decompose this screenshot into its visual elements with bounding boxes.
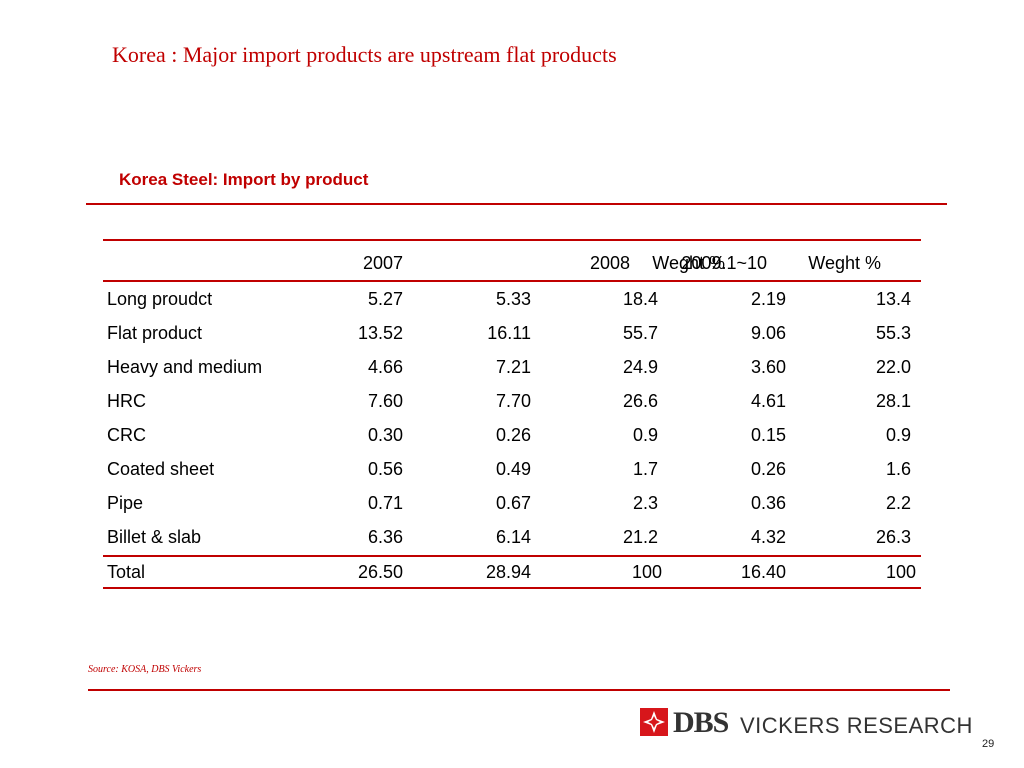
value-2009: 9.06 bbox=[750, 323, 786, 343]
value-2007: 4.66 bbox=[367, 357, 403, 377]
value-2008: 0.26 bbox=[495, 425, 531, 445]
header-2007: 2007 bbox=[362, 253, 403, 273]
row-label: HRC bbox=[107, 391, 146, 411]
value-2008: 7.21 bbox=[495, 357, 531, 377]
weight-2008: 0.9 bbox=[632, 425, 658, 445]
value-2008: 5.33 bbox=[495, 289, 531, 309]
source-note: Source: KOSA, DBS Vickers bbox=[88, 664, 202, 675]
total-weight-2009: 100 bbox=[885, 562, 916, 582]
total-weight-2008: 100 bbox=[631, 562, 662, 582]
value-2009: 0.15 bbox=[750, 425, 786, 445]
weight-2008: 1.7 bbox=[632, 459, 658, 479]
row-label: Pipe bbox=[107, 493, 144, 513]
row-label: Long proudct bbox=[107, 289, 213, 309]
table-row: Pipe 0.71 0.67 2.3 0.36 2.2 bbox=[103, 486, 921, 520]
row-label: Billet & slab bbox=[107, 527, 202, 547]
weight-2009: 0.9 bbox=[885, 425, 911, 445]
logo-tagline: VICKERS RESEARCH bbox=[740, 713, 973, 738]
dbs-star-icon bbox=[640, 708, 668, 736]
table-row: HRC 7.60 7.70 26.6 4.61 28.1 bbox=[103, 384, 921, 418]
value-2009: 0.36 bbox=[750, 493, 786, 513]
header-weight-2008: Weght % bbox=[652, 253, 725, 273]
table-row: Heavy and medium 4.66 7.21 24.9 3.60 22.0 bbox=[103, 350, 921, 384]
row-label: Flat product bbox=[107, 323, 203, 343]
weight-2009: 55.3 bbox=[875, 323, 911, 343]
total-2007: 26.50 bbox=[357, 562, 403, 582]
row-label: Heavy and medium bbox=[107, 357, 263, 377]
table-top-rule bbox=[103, 239, 921, 241]
weight-2009: 2.2 bbox=[885, 493, 911, 513]
value-2008: 6.14 bbox=[495, 527, 531, 547]
weight-2009: 1.6 bbox=[885, 459, 911, 479]
weight-2009: 28.1 bbox=[875, 391, 911, 411]
weight-2008: 21.2 bbox=[622, 527, 658, 547]
total-2009: 16.40 bbox=[740, 562, 786, 582]
total-top-rule bbox=[103, 555, 921, 557]
value-2009: 4.61 bbox=[750, 391, 786, 411]
value-2009: 3.60 bbox=[750, 357, 786, 377]
value-2008: 0.67 bbox=[495, 493, 531, 513]
value-2009: 4.32 bbox=[750, 527, 786, 547]
value-2007: 13.52 bbox=[357, 323, 403, 343]
weight-2008: 55.7 bbox=[622, 323, 658, 343]
value-2007: 5.27 bbox=[367, 289, 403, 309]
logo-brand: DBS bbox=[673, 706, 729, 739]
table-total-row: Total 26.50 28.94 100 16.40 100 bbox=[103, 555, 921, 589]
value-2009: 2.19 bbox=[750, 289, 786, 309]
weight-2008: 18.4 bbox=[622, 289, 658, 309]
value-2007: 7.60 bbox=[367, 391, 403, 411]
value-2007: 0.71 bbox=[367, 493, 403, 513]
header-2008: 2008 bbox=[589, 253, 630, 273]
value-2008: 7.70 bbox=[495, 391, 531, 411]
header-2009: 2009.1~10 bbox=[681, 253, 767, 273]
table-bottom-rule bbox=[103, 587, 921, 589]
row-label: CRC bbox=[107, 425, 146, 445]
value-2009: 0.26 bbox=[750, 459, 786, 479]
footer-divider bbox=[88, 689, 950, 691]
title-divider bbox=[86, 203, 947, 205]
table-header-row: 2007 2008 Weght % 2009.1~10 Weght % bbox=[103, 242, 921, 276]
table-row: Long proudct 5.27 5.33 18.4 2.19 13.4 bbox=[103, 282, 921, 316]
weight-2009: 13.4 bbox=[875, 289, 911, 309]
row-label: Coated sheet bbox=[107, 459, 215, 479]
header-rule bbox=[103, 280, 921, 282]
table-title: Korea Steel: Import by product bbox=[119, 170, 369, 189]
value-2007: 6.36 bbox=[367, 527, 403, 547]
weight-2008: 26.6 bbox=[622, 391, 658, 411]
slide-title: Korea : Major import products are upstre… bbox=[112, 42, 617, 67]
total-2008: 28.94 bbox=[485, 562, 531, 582]
value-2008: 0.49 bbox=[495, 459, 531, 479]
table-row: Flat product 13.52 16.11 55.7 9.06 55.3 bbox=[103, 316, 921, 350]
value-2008: 16.11 bbox=[487, 323, 531, 343]
weight-2008: 24.9 bbox=[622, 357, 658, 377]
weight-2009: 22.0 bbox=[875, 357, 911, 377]
table-row: CRC 0.30 0.26 0.9 0.15 0.9 bbox=[103, 418, 921, 452]
weight-2009: 26.3 bbox=[875, 527, 911, 547]
value-2007: 0.56 bbox=[367, 459, 403, 479]
table-row: Coated sheet 0.56 0.49 1.7 0.26 1.6 bbox=[103, 452, 921, 486]
weight-2008: 2.3 bbox=[632, 493, 658, 513]
total-label: Total bbox=[107, 562, 146, 582]
value-2007: 0.30 bbox=[367, 425, 403, 445]
page-number: 29 bbox=[982, 738, 995, 750]
table-row: Billet & slab 6.36 6.14 21.2 4.32 26.3 bbox=[103, 520, 921, 554]
header-weight-2009: Weght % bbox=[808, 253, 881, 273]
